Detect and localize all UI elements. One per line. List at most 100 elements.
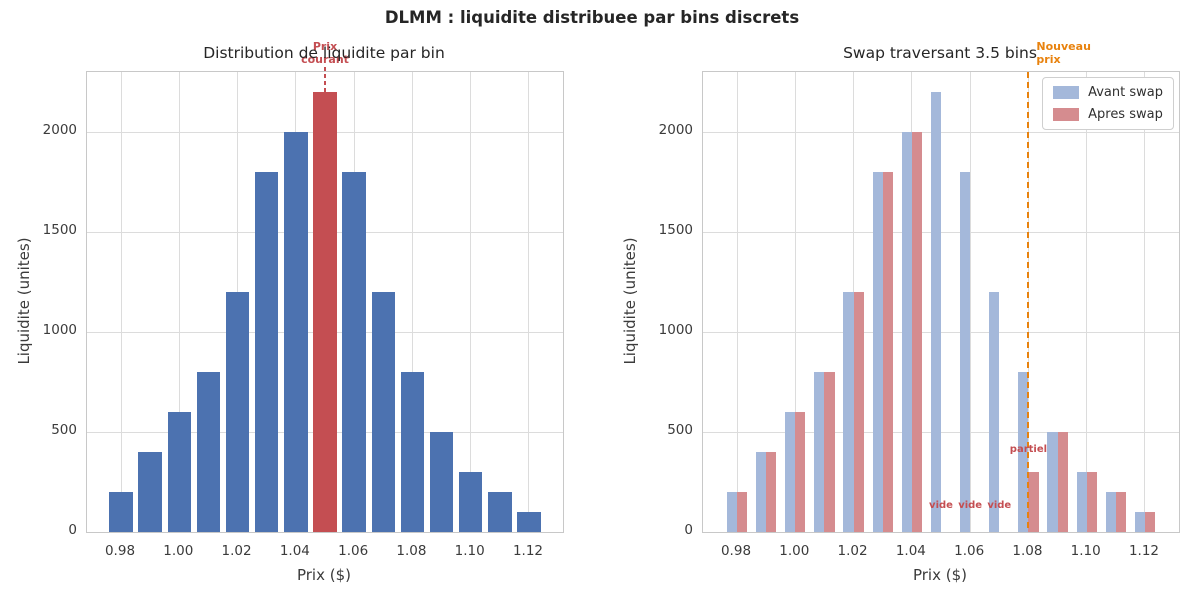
legend-swatch-apres-swap	[1053, 108, 1080, 121]
gridline-vertical	[178, 72, 180, 532]
right-plot-area: Nouveau prix vide vide vide partiel Avant swap…	[702, 40, 1180, 533]
x-tick-label: 1.10	[1070, 543, 1101, 559]
bar	[225, 292, 250, 532]
current-price-label-line: Prix	[312, 40, 338, 53]
gridline-vertical	[969, 72, 971, 532]
x-tick-label: 1.06	[954, 543, 985, 559]
bar	[284, 132, 308, 532]
y-tick-label: 1000	[658, 322, 693, 338]
right-x-axis-label: Prix ($)	[912, 566, 967, 584]
bar	[517, 512, 541, 532]
bar	[400, 372, 425, 532]
bar-apres-swap	[882, 172, 893, 532]
left-x-axis-label: Prix ($)	[296, 566, 351, 584]
x-tick-label: 1.04	[895, 543, 926, 559]
legend-label: Avant swap	[1088, 85, 1163, 100]
bar-avant-swap	[814, 372, 825, 532]
gridline-vertical	[470, 72, 472, 532]
bar-avant-swap	[1105, 492, 1116, 532]
bar-apres-swap	[911, 132, 923, 532]
legend-swatch-avant-swap	[1053, 86, 1080, 99]
left-y-axis-label: Liquidite (unites)	[15, 237, 33, 365]
y-tick-label: 500	[667, 422, 693, 438]
current-price-label-line: courant	[301, 52, 349, 66]
y-tick-label: 2000	[658, 122, 693, 138]
new-price-label: Nouveau prix	[1036, 40, 1091, 66]
gridline-vertical	[411, 72, 413, 532]
right-chart-title: Swap traversant 3.5 bins	[843, 44, 1037, 62]
gridline-horizontal	[703, 431, 1179, 433]
right-y-axis-label: Liquidite (unites)	[621, 237, 639, 365]
bar	[459, 472, 483, 532]
x-tick-label: 1.04	[279, 543, 310, 559]
bar-avant-swap	[785, 412, 796, 532]
bar-avant-swap	[901, 132, 912, 532]
x-tick-label: 0.98	[104, 543, 136, 559]
bar-apres-swap	[1057, 432, 1068, 532]
current-price-label: Prix courant	[285, 40, 365, 66]
left-chart-title: Distribution de liquidite par bin	[203, 44, 445, 62]
new-price-dashed-line	[1027, 72, 1030, 532]
bar-apres-swap	[766, 452, 777, 532]
legend-entry: Apres swap	[1053, 107, 1163, 122]
gridline-vertical	[1086, 72, 1088, 532]
bar-avant-swap	[872, 172, 883, 532]
bin-annotation-vide: vide	[987, 500, 1012, 511]
legend-entry: Avant swap	[1053, 85, 1163, 100]
bar-avant-swap	[1018, 372, 1029, 532]
bar	[429, 432, 454, 532]
bar-apres-swap	[853, 292, 864, 532]
bar-avant-swap	[1134, 512, 1145, 532]
bar-apres-swap	[1086, 472, 1097, 532]
bar-apres-swap	[795, 412, 806, 532]
legend: Avant swap Apres swap	[1042, 77, 1174, 130]
bar-apres-swap	[1144, 512, 1156, 532]
y-tick-label: 0	[68, 522, 77, 538]
x-tick-label: 1.12	[512, 543, 544, 559]
y-tick-label: 1500	[42, 222, 77, 238]
y-tick-label: 2000	[42, 122, 77, 138]
y-tick-label: 1500	[658, 222, 693, 238]
bar-apres-swap	[1028, 472, 1039, 532]
y-tick-label: 1000	[42, 322, 77, 338]
x-tick-label: 1.00	[779, 543, 810, 559]
x-tick-label: 1.08	[1012, 543, 1043, 559]
bar-avant-swap	[755, 452, 767, 532]
bar	[488, 492, 512, 532]
gridline-vertical	[120, 72, 122, 532]
bar-apres-swap	[737, 492, 748, 532]
bin-annotation-partiel: partiel	[1009, 444, 1048, 455]
new-price-label-line: Nouveau	[1036, 40, 1091, 53]
bar-avant-swap	[930, 92, 941, 532]
gridline-horizontal	[703, 231, 1179, 233]
bar-current-price-highlighted	[313, 92, 337, 532]
bar-avant-swap	[1076, 472, 1087, 532]
x-tick-label: 1.12	[1128, 543, 1160, 559]
bin-annotation-vide: vide	[929, 500, 953, 511]
bar	[196, 372, 221, 532]
bar	[167, 412, 191, 532]
bar	[371, 292, 395, 532]
gridline-horizontal	[703, 131, 1179, 133]
bar-apres-swap	[1115, 492, 1127, 532]
x-tick-label: 1.02	[221, 543, 252, 559]
bar-avant-swap	[726, 492, 737, 532]
bar	[138, 452, 162, 532]
legend-label: Apres swap	[1088, 107, 1163, 122]
figure-title: DLMM : liquidite distribuee par bins dis…	[384, 8, 800, 27]
gridline-vertical	[794, 72, 796, 532]
bar	[255, 172, 279, 532]
x-tick-label: 0.98	[720, 543, 752, 559]
current-price-dashed-line	[324, 67, 326, 92]
y-tick-label: 500	[51, 422, 77, 438]
bar	[342, 172, 366, 532]
bar	[109, 492, 133, 532]
bar-avant-swap	[843, 292, 854, 532]
new-price-label-line: prix	[1036, 52, 1061, 66]
y-tick-label: 0	[684, 522, 693, 538]
x-tick-label: 1.00	[163, 543, 194, 559]
bar-apres-swap	[824, 372, 835, 532]
gridline-horizontal	[703, 331, 1179, 333]
gridline-vertical	[528, 72, 530, 532]
